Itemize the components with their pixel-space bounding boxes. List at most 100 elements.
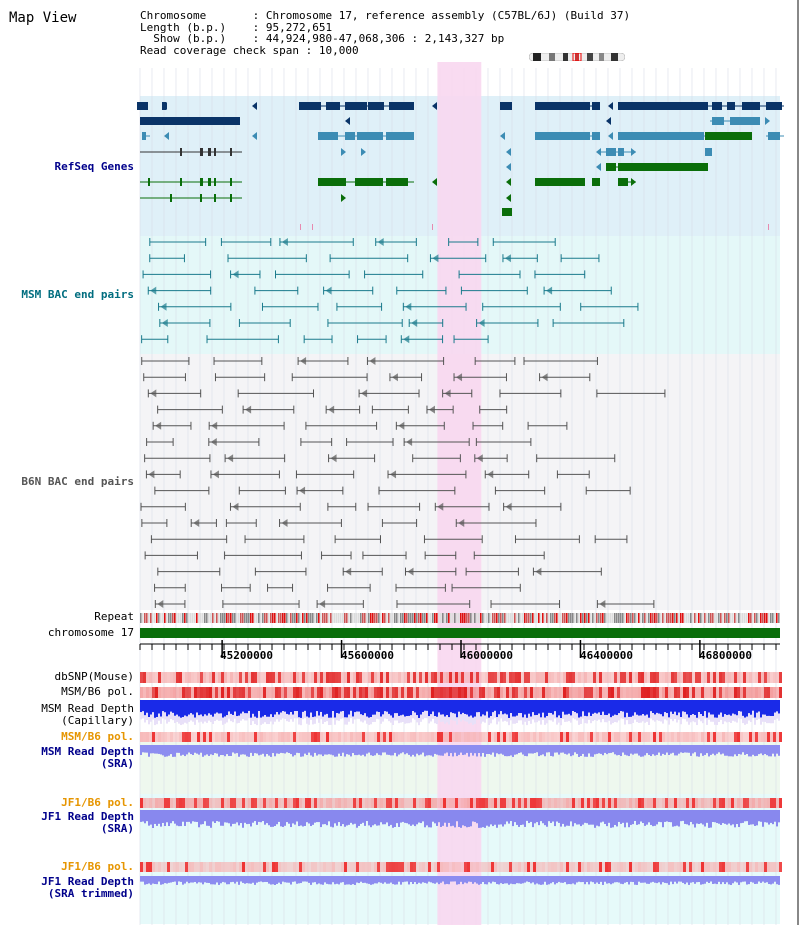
depth-bar-bg bbox=[508, 717, 510, 726]
bac-end-arrow bbox=[390, 470, 397, 479]
depth-bar-bg bbox=[282, 711, 284, 719]
repeat-mark bbox=[402, 613, 404, 623]
depth-bar bbox=[732, 876, 734, 884]
depth-bar bbox=[730, 810, 732, 826]
repeat-mark bbox=[510, 613, 512, 623]
depth-bar bbox=[614, 745, 616, 755]
repeat-mark bbox=[570, 613, 572, 623]
track-label-b6n-bac[interactable]: B6N BAC end pairs bbox=[21, 475, 134, 488]
depth-bar bbox=[296, 745, 298, 753]
depth-bar-bg bbox=[638, 715, 640, 723]
depth-bar bbox=[376, 700, 378, 712]
heat-cell bbox=[494, 862, 497, 872]
depth-bar-bg bbox=[720, 712, 722, 720]
depth-bar bbox=[200, 810, 202, 825]
track-label-msm-b6-pol-2[interactable]: MSM/B6 pol. bbox=[61, 730, 134, 743]
heat-cell bbox=[281, 687, 284, 698]
depth-bar bbox=[418, 810, 420, 823]
depth-bar bbox=[236, 745, 238, 754]
heat-cell bbox=[557, 732, 560, 742]
heat-cell bbox=[620, 672, 623, 683]
depth-bar bbox=[250, 700, 252, 718]
heat-cell bbox=[245, 732, 248, 742]
track-label-repeat[interactable]: Repeat bbox=[94, 610, 134, 623]
repeat-mark bbox=[512, 613, 514, 623]
gene-exon bbox=[592, 102, 600, 110]
info-panel: Chromosome : Chromosome 17, reference as… bbox=[140, 9, 631, 57]
depth-bar bbox=[456, 700, 458, 718]
depth-bar-bg bbox=[228, 711, 230, 719]
heat-cell bbox=[317, 732, 320, 742]
depth-bar-bg bbox=[678, 712, 680, 720]
heat-cell bbox=[548, 687, 551, 698]
depth-bar bbox=[218, 745, 220, 757]
track-label-msm-b6-pol-1[interactable]: MSM/B6 pol. bbox=[61, 685, 134, 698]
depth-bar bbox=[328, 810, 330, 822]
depth-bar bbox=[652, 876, 654, 882]
repeat-mark bbox=[638, 613, 640, 623]
track-label-chromosome[interactable]: chromosome 17 bbox=[47, 626, 134, 639]
heat-cell bbox=[350, 672, 353, 683]
depth-bar bbox=[390, 745, 392, 756]
depth-bar bbox=[726, 810, 728, 825]
heat-cell bbox=[515, 687, 518, 698]
chromosome-ideogram[interactable] bbox=[529, 53, 625, 61]
heat-cell bbox=[647, 672, 650, 683]
heat-cell bbox=[326, 862, 329, 872]
depth-bar bbox=[628, 810, 630, 828]
track-label-jf1-depth-trimmed[interactable]: JF1 Read Depth bbox=[41, 875, 134, 888]
heat-cell bbox=[278, 798, 281, 808]
heat-cell bbox=[590, 687, 593, 698]
heat-cell bbox=[587, 862, 590, 872]
repeat-mark bbox=[400, 613, 402, 623]
heat-cell bbox=[497, 672, 500, 683]
depth-bar bbox=[734, 810, 736, 828]
heat-cell bbox=[353, 672, 356, 683]
heat-cell bbox=[653, 798, 656, 808]
repeat-mark bbox=[404, 613, 406, 623]
depth-bar bbox=[206, 876, 208, 883]
heat-cell bbox=[299, 732, 302, 742]
heat-cell bbox=[626, 862, 629, 872]
depth-bar bbox=[668, 700, 670, 718]
depth-bar bbox=[196, 810, 198, 822]
heat-cell bbox=[713, 862, 716, 872]
track-label-jf1-depth-sra[interactable]: JF1 Read Depth bbox=[41, 810, 134, 823]
depth-bar bbox=[686, 700, 688, 715]
depth-bar bbox=[700, 745, 702, 754]
depth-bar bbox=[564, 876, 566, 883]
heat-cell bbox=[740, 687, 743, 698]
heat-cell bbox=[404, 732, 407, 742]
depth-bar bbox=[176, 700, 178, 715]
heat-cell bbox=[446, 862, 449, 872]
track-label-dbsnp[interactable]: dbSNP(Mouse) bbox=[54, 670, 134, 683]
depth-bar bbox=[566, 810, 568, 826]
depth-bar bbox=[380, 700, 382, 717]
depth-bar bbox=[350, 876, 352, 885]
depth-bar-bg bbox=[618, 713, 620, 721]
heat-cell bbox=[413, 732, 416, 742]
track-label-jf1-b6-pol-1[interactable]: JF1/B6 pol. bbox=[61, 796, 134, 809]
depth-bar bbox=[252, 700, 254, 714]
depth-bar bbox=[452, 876, 454, 882]
track-label-msm-depth-sra[interactable]: MSM Read Depth bbox=[41, 745, 134, 758]
info-coverage-value: 10,000 bbox=[318, 43, 359, 57]
depth-bar-bg bbox=[670, 711, 672, 719]
depth-bar bbox=[478, 876, 480, 885]
heat-cell bbox=[686, 798, 689, 808]
track-label-refseq[interactable]: RefSeq Genes bbox=[54, 160, 134, 173]
heat-cell bbox=[254, 732, 257, 742]
bac-end-arrow bbox=[281, 238, 288, 246]
heat-cell bbox=[674, 862, 677, 872]
repeat-mark bbox=[582, 613, 584, 623]
track-label-msm-bac[interactable]: MSM BAC end pairs bbox=[21, 288, 134, 301]
heat-cell bbox=[656, 672, 659, 683]
depth-bar-bg bbox=[286, 713, 288, 722]
repeat-mark bbox=[546, 613, 548, 623]
track-label-jf1-b6-pol-2[interactable]: JF1/B6 pol. bbox=[61, 860, 134, 873]
repeat-mark bbox=[192, 613, 194, 623]
repeat-mark bbox=[680, 613, 682, 623]
depth-bar bbox=[626, 700, 628, 713]
track-label-msm-depth-capillary[interactable]: MSM Read Depth bbox=[41, 702, 134, 715]
